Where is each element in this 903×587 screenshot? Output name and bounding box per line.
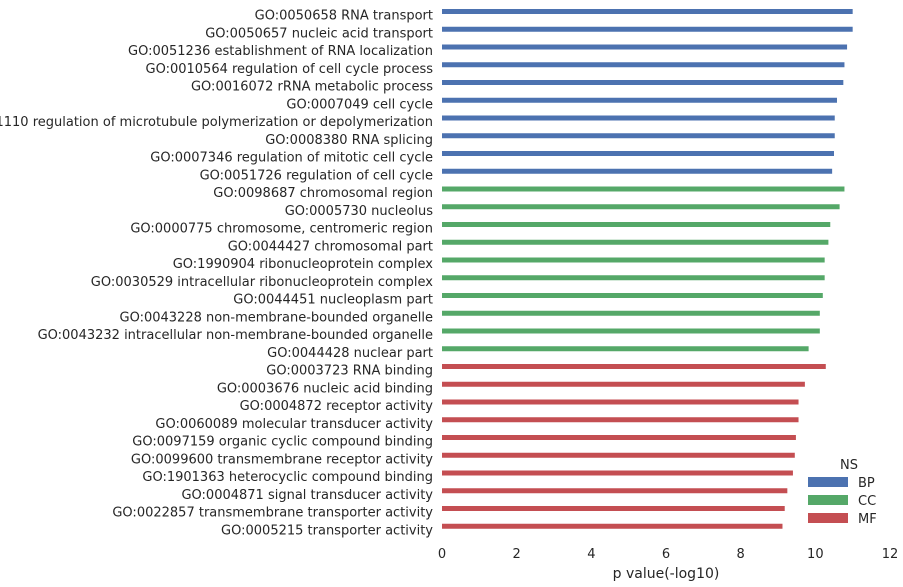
bar-bp [442,9,853,14]
category-label: GO:0005730 nucleolus [285,204,434,219]
bar-bp [442,168,833,174]
bar-cc [442,293,823,298]
x-tick-label: 2 [513,547,521,562]
category-label: GO:0010564 regulation of cell cycle proc… [146,62,434,77]
bar-cc [442,186,845,192]
bar-bp [442,97,837,103]
x-tick-label: 8 [737,547,745,562]
legend: NS BP CC MF [808,458,877,527]
bar-mf [442,435,796,440]
category-label: GO:0031110 regulation of microtubule pol… [0,115,433,130]
x-tick-label: 6 [662,547,670,562]
bar-cc [442,328,820,334]
category-label: GO:0051236 establishment of RNA localiza… [128,44,433,59]
bar-mf [442,506,785,511]
legend-swatch-cc [808,495,848,505]
bar-mf [442,417,799,423]
bar-mf [442,399,799,405]
bar-bp [442,151,834,156]
category-label: GO:0004872 receptor activity [240,399,434,414]
bar-cc [442,257,825,263]
category-label: GO:0099600 transmembrane receptor activi… [131,452,433,467]
bar-bp [442,44,848,50]
bar-cc [442,275,825,281]
x-tick-label: 10 [807,547,824,562]
category-label: GO:0003723 RNA binding [266,364,433,379]
x-tick-label: 0 [438,547,446,562]
category-label: GO:0044427 chromosomal part [228,239,433,254]
bars-group [442,9,853,529]
bar-bp [442,80,844,85]
x-axis-title: p value(-log10) [613,566,720,582]
x-tick-label: 4 [587,547,595,562]
category-label: GO:0097159 organic cyclic compound bindi… [132,435,433,450]
bar-mf [442,523,783,529]
category-label: GO:0030529 intracellular ribonucleoprote… [91,275,434,290]
category-label: GO:0050657 nucleic acid transport [205,26,433,41]
category-label: GO:0007049 cell cycle [286,97,433,112]
bar-bp [442,115,835,121]
category-label: GO:0004871 signal transducer activity [181,488,433,503]
category-label: GO:0005215 transporter activity [221,523,433,538]
category-label: GO:0008380 RNA splicing [265,133,433,148]
category-label: GO:0050658 RNA transport [255,9,433,24]
legend-title: NS [840,458,858,473]
legend-swatch-mf [808,513,848,523]
bar-bp [442,26,853,32]
category-label: GO:0060089 molecular transducer activity [155,417,433,432]
category-label: GO:1990904 ribonucleoprotein complex [173,257,434,272]
legend-label-bp: BP [858,476,875,491]
category-label: GO:0000775 chromosome, centromeric regio… [130,222,433,237]
bar-cc [442,204,840,210]
legend-swatch-bp [808,477,848,487]
legend-label-cc: CC [858,494,876,509]
bar-mf [442,488,788,494]
category-label: GO:0051726 regulation of cell cycle [200,168,433,183]
category-label: GO:0098687 chromosomal region [213,186,433,201]
bar-mf [442,470,793,476]
category-label: GO:0044428 nuclear part [267,346,433,361]
category-label: GO:1901363 heterocyclic compound binding [142,470,433,485]
category-label: GO:0007346 regulation of mitotic cell cy… [150,151,433,166]
bar-cc [442,239,829,245]
bar-mf [442,452,795,458]
bar-bp [442,62,845,68]
bar-cc [442,346,809,352]
category-label: GO:0003676 nucleic acid binding [217,381,433,396]
legend-label-mf: MF [858,512,877,527]
bar-bp [442,133,835,139]
category-label: GO:0044451 nucleoplasm part [233,293,433,308]
bar-mf [442,364,826,369]
bar-mf [442,381,805,387]
x-axis-ticks: 0 2 4 6 8 10 12 [438,547,898,562]
category-label: GO:0043232 intracellular non-membrane-bo… [38,328,433,343]
x-tick-label: 12 [882,547,899,562]
category-label: GO:0022857 transmembrane transporter act… [112,506,433,521]
bar-cc [442,310,820,316]
category-label: GO:0043228 non-membrane-bounded organell… [120,310,434,325]
category-labels: GO:0050658 RNA transport GO:0050657 nucle… [0,9,433,539]
category-label: GO:0016072 rRNA metabolic process [191,80,433,95]
bar-cc [442,222,831,227]
